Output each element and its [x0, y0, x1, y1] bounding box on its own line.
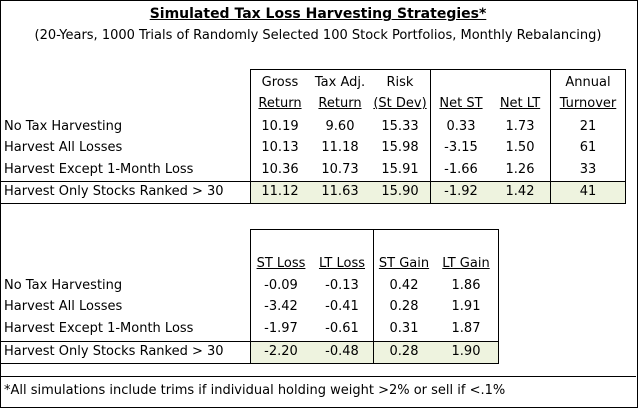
t1-cell: 10.13: [261, 140, 299, 155]
t1-header-turnover-line2: Turnover: [559, 96, 617, 111]
t2-row-label: Harvest All Losses: [4, 299, 123, 314]
t1-cell: 15.91: [381, 162, 419, 177]
t2-cell: -0.61: [325, 321, 359, 336]
t1-cell: 1.73: [505, 119, 535, 134]
table2-border-left: [250, 229, 251, 364]
t1-header-risk-line1: Risk: [386, 75, 414, 90]
table1-divider-turnover: [550, 69, 551, 204]
t1-header-turnover-line1: Annual: [565, 75, 611, 90]
t2-cell: -0.48: [325, 344, 359, 359]
t2-row-label: Harvest Except 1-Month Loss: [4, 321, 194, 336]
t2-cell: 0.28: [389, 344, 419, 359]
table1-border-right: [625, 69, 626, 204]
t2-cell: 1.91: [451, 299, 481, 314]
t1-cell: 1.26: [505, 162, 535, 177]
footnote: *All simulations include trims if indivi…: [4, 383, 506, 398]
figure-title: Simulated Tax Loss Harvesting Strategies…: [149, 6, 487, 22]
t1-cell: 21: [579, 119, 597, 134]
t1-header-gross-line2: Return: [258, 96, 302, 111]
t1-cell: 9.60: [325, 119, 355, 134]
t1-header-taxadj-line1: Tax Adj.: [314, 75, 366, 90]
t2-cell: 1.86: [451, 278, 481, 293]
t1-cell: 41: [579, 184, 597, 199]
t1-cell: 11.63: [321, 184, 359, 199]
t1-row-label: Harvest All Losses: [4, 140, 123, 155]
t1-cell: 1.42: [505, 184, 535, 199]
table1-highlight-bottom: [0, 203, 626, 204]
t2-cell: -1.97: [264, 321, 298, 336]
table1-border-left: [250, 69, 251, 204]
t2-cell: -0.13: [325, 278, 359, 293]
t2-header-st-gain: ST Gain: [378, 256, 430, 271]
table1-highlight-top: [0, 181, 626, 182]
highlight-row-2: [250, 341, 498, 363]
t1-header-netlt: Net LT: [499, 96, 541, 111]
t1-cell: 10.36: [261, 162, 299, 177]
t1-cell: 10.19: [261, 119, 299, 134]
t1-cell: 1.50: [505, 140, 535, 155]
t1-cell: 15.33: [381, 119, 419, 134]
t1-row-label: No Tax Harvesting: [4, 119, 123, 134]
t1-header-netst: Net ST: [439, 96, 483, 111]
t2-cell: 1.87: [451, 321, 481, 336]
t2-cell: -2.20: [264, 344, 298, 359]
t1-cell: 0.33: [446, 119, 476, 134]
t1-row-label: Harvest Except 1-Month Loss: [4, 162, 194, 177]
t1-header-risk-line2: (St Dev): [373, 96, 427, 111]
t2-cell: -3.42: [264, 299, 298, 314]
t2-cell: 0.42: [389, 278, 419, 293]
t1-cell: 15.90: [381, 184, 419, 199]
t2-header-lt-gain: LT Gain: [442, 256, 490, 271]
t2-cell: 1.90: [451, 344, 481, 359]
highlight-row-1: [250, 181, 625, 203]
table1-border-top: [250, 69, 626, 70]
table1-divider-risk: [430, 69, 431, 204]
t1-cell: -1.92: [444, 184, 478, 199]
t1-cell: 61: [579, 140, 597, 155]
t2-row-label: No Tax Harvesting: [4, 278, 123, 293]
t2-cell: 0.28: [389, 299, 419, 314]
t2-header-lt-loss: LT Loss: [318, 256, 366, 271]
footnote-divider: [0, 376, 636, 377]
table2-highlight-bottom: [0, 363, 499, 364]
table2-divider-gain: [373, 229, 374, 364]
t1-cell: 10.73: [321, 162, 359, 177]
t1-cell: 33: [579, 162, 597, 177]
table2-highlight-top: [0, 341, 499, 342]
t2-cell: 0.31: [389, 321, 419, 336]
t1-cell: 11.12: [261, 184, 299, 199]
t2-header-st-loss: ST Loss: [256, 256, 306, 271]
t2-cell: -0.41: [325, 299, 359, 314]
t1-row-label: Harvest Only Stocks Ranked > 30: [4, 184, 224, 199]
table2-border-top: [250, 229, 499, 230]
t1-cell: 15.98: [381, 140, 419, 155]
t1-header-gross-line1: Gross: [261, 75, 299, 90]
figure-subtitle: (20-Years, 1000 Trials of Randomly Selec…: [34, 28, 602, 43]
table2-border-right: [498, 229, 499, 364]
t1-cell: -3.15: [444, 140, 478, 155]
t1-cell: -1.66: [444, 162, 478, 177]
t2-cell: -0.09: [264, 278, 298, 293]
t1-cell: 11.18: [321, 140, 359, 155]
t1-header-taxadj-line2: Return: [318, 96, 362, 111]
t2-row-label: Harvest Only Stocks Ranked > 30: [4, 344, 224, 359]
